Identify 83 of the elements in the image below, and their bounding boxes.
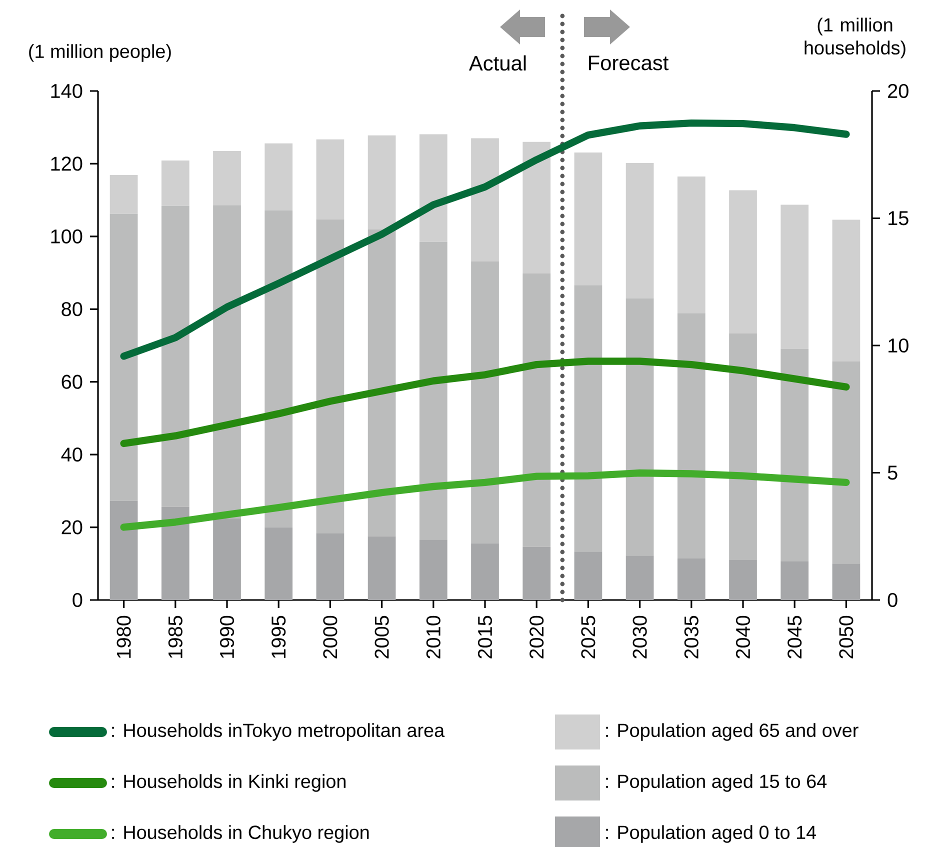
bar (522, 142, 551, 274)
x-tick-label: 1990 (220, 616, 234, 658)
x-tick-label: 2030 (632, 616, 647, 658)
x-tick-label: 2015 (478, 616, 492, 658)
bar (574, 152, 602, 286)
legend-label: : Population aged 15 to 64 (606, 774, 827, 792)
x-tick-label: 2025 (581, 616, 596, 658)
y-tick-label: 0 (72, 592, 82, 608)
bar (574, 285, 602, 552)
bar (264, 527, 293, 600)
bar (626, 162, 654, 298)
y2-tick-label: 20 (888, 84, 908, 98)
bar (574, 552, 602, 600)
bar (832, 361, 860, 564)
bar (522, 546, 551, 600)
legend-label: : Households in Chukyo region (112, 825, 369, 843)
bar (832, 564, 860, 600)
bar (161, 506, 190, 600)
x-tick-label: 2040 (736, 616, 750, 658)
y-tick-label: 140 (51, 84, 82, 98)
bar (110, 174, 138, 214)
bar (677, 176, 706, 314)
x-tick-label: 1980 (116, 616, 131, 658)
legend-label: : Households in Kinki region (112, 774, 346, 792)
y2-tick-label: 10 (888, 338, 908, 353)
x-tick-label: 1985 (168, 616, 182, 658)
y-tick-label: 100 (51, 229, 82, 244)
bar (626, 556, 654, 600)
bar (213, 205, 241, 518)
bar (626, 298, 654, 556)
bar (213, 150, 241, 206)
x-tick-label: 2035 (684, 616, 698, 658)
x-tick-label: 1995 (272, 616, 286, 658)
text: Forecast (589, 56, 669, 70)
x-tick-label: 2045 (788, 616, 802, 658)
bar (729, 560, 757, 600)
bar (368, 230, 396, 536)
bar (471, 262, 499, 544)
x-tick-label: 2000 (323, 616, 338, 658)
y-tick-label: 120 (51, 156, 82, 171)
bar (161, 160, 190, 206)
legend-label: : Population aged 65 and over (606, 723, 858, 741)
bar (729, 190, 757, 334)
y2-tick-label: 5 (888, 466, 898, 480)
bar (832, 220, 860, 362)
bar (213, 518, 241, 600)
bar (780, 204, 809, 349)
bar (677, 558, 706, 600)
bar (471, 543, 499, 600)
x-tick-label: 2050 (839, 616, 854, 658)
bar (677, 313, 706, 559)
legend-label: : Population aged 0 to 14 (606, 825, 816, 843)
bar (471, 138, 499, 262)
legend-label: : Households inTokyo metropolitan area (112, 723, 445, 741)
text: Actual (468, 55, 526, 71)
bar (729, 334, 757, 560)
bar (110, 500, 138, 600)
bar (780, 348, 809, 562)
bar (316, 139, 344, 220)
y-axis-title: (1 million people) (29, 44, 171, 62)
y2-tick-label: 0 (888, 592, 898, 608)
y-tick-label: 40 (61, 448, 82, 462)
x-tick-label: 2010 (426, 616, 440, 658)
y-tick-label: 60 (62, 374, 82, 389)
bar (264, 143, 293, 210)
bar (419, 242, 448, 540)
bar (316, 219, 344, 534)
bar (161, 206, 190, 507)
y-tick-label: 20 (62, 520, 82, 534)
bar (522, 274, 551, 547)
bar (368, 135, 396, 230)
y2-axis-title: (1 million households) (804, 18, 906, 58)
x-tick-label: 2005 (374, 616, 389, 658)
bar (316, 533, 344, 600)
x-tick-label: 2020 (530, 616, 544, 658)
y2-tick-label: 15 (888, 211, 908, 226)
bar (419, 134, 448, 242)
bar (780, 561, 809, 600)
bar (368, 536, 396, 600)
bar (264, 210, 293, 528)
bar (110, 214, 138, 501)
y-tick-label: 80 (62, 302, 82, 316)
bar (419, 540, 448, 600)
